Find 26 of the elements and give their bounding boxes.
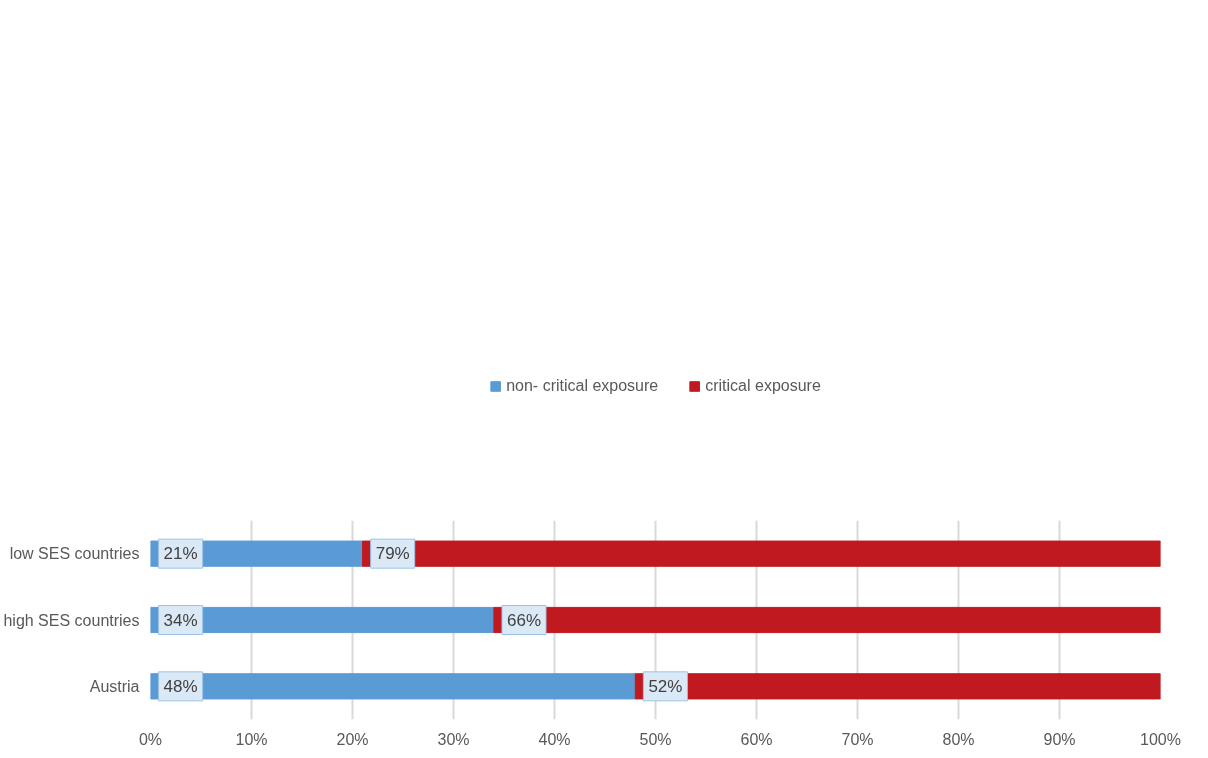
data-label: 66%	[506, 610, 542, 630]
data-label: 34%	[163, 610, 198, 630]
data-label: 21%	[163, 544, 198, 564]
x-tick-label: 0%	[138, 730, 163, 748]
x-tick-label: 100%	[1140, 730, 1181, 748]
x-tick-label: 70%	[841, 730, 874, 748]
bar	[362, 540, 1161, 567]
y-tick-label: Austria	[89, 677, 140, 695]
x-tick-label: 10%	[235, 730, 268, 748]
x-tick-label: 20%	[336, 730, 369, 748]
bar	[634, 673, 1161, 700]
x-tick-label: 40%	[538, 730, 571, 748]
x-tick-label: 80%	[942, 730, 975, 748]
legend-label: critical exposure	[705, 376, 821, 395]
y-tick-label: high SES countries	[3, 611, 140, 629]
legend-label: non- critical exposure	[506, 376, 659, 395]
x-tick-label: 60%	[740, 730, 773, 748]
x-tick-label: 30%	[437, 730, 470, 748]
bar	[493, 606, 1161, 634]
x-tick-label: 90%	[1043, 730, 1076, 748]
y-tick-label: low SES countries	[9, 545, 140, 563]
data-label: 79%	[375, 544, 410, 564]
data-label: 48%	[163, 676, 198, 696]
bar	[150, 673, 636, 700]
x-tick-label: 50%	[639, 730, 672, 748]
data-label: 52%	[648, 676, 683, 696]
